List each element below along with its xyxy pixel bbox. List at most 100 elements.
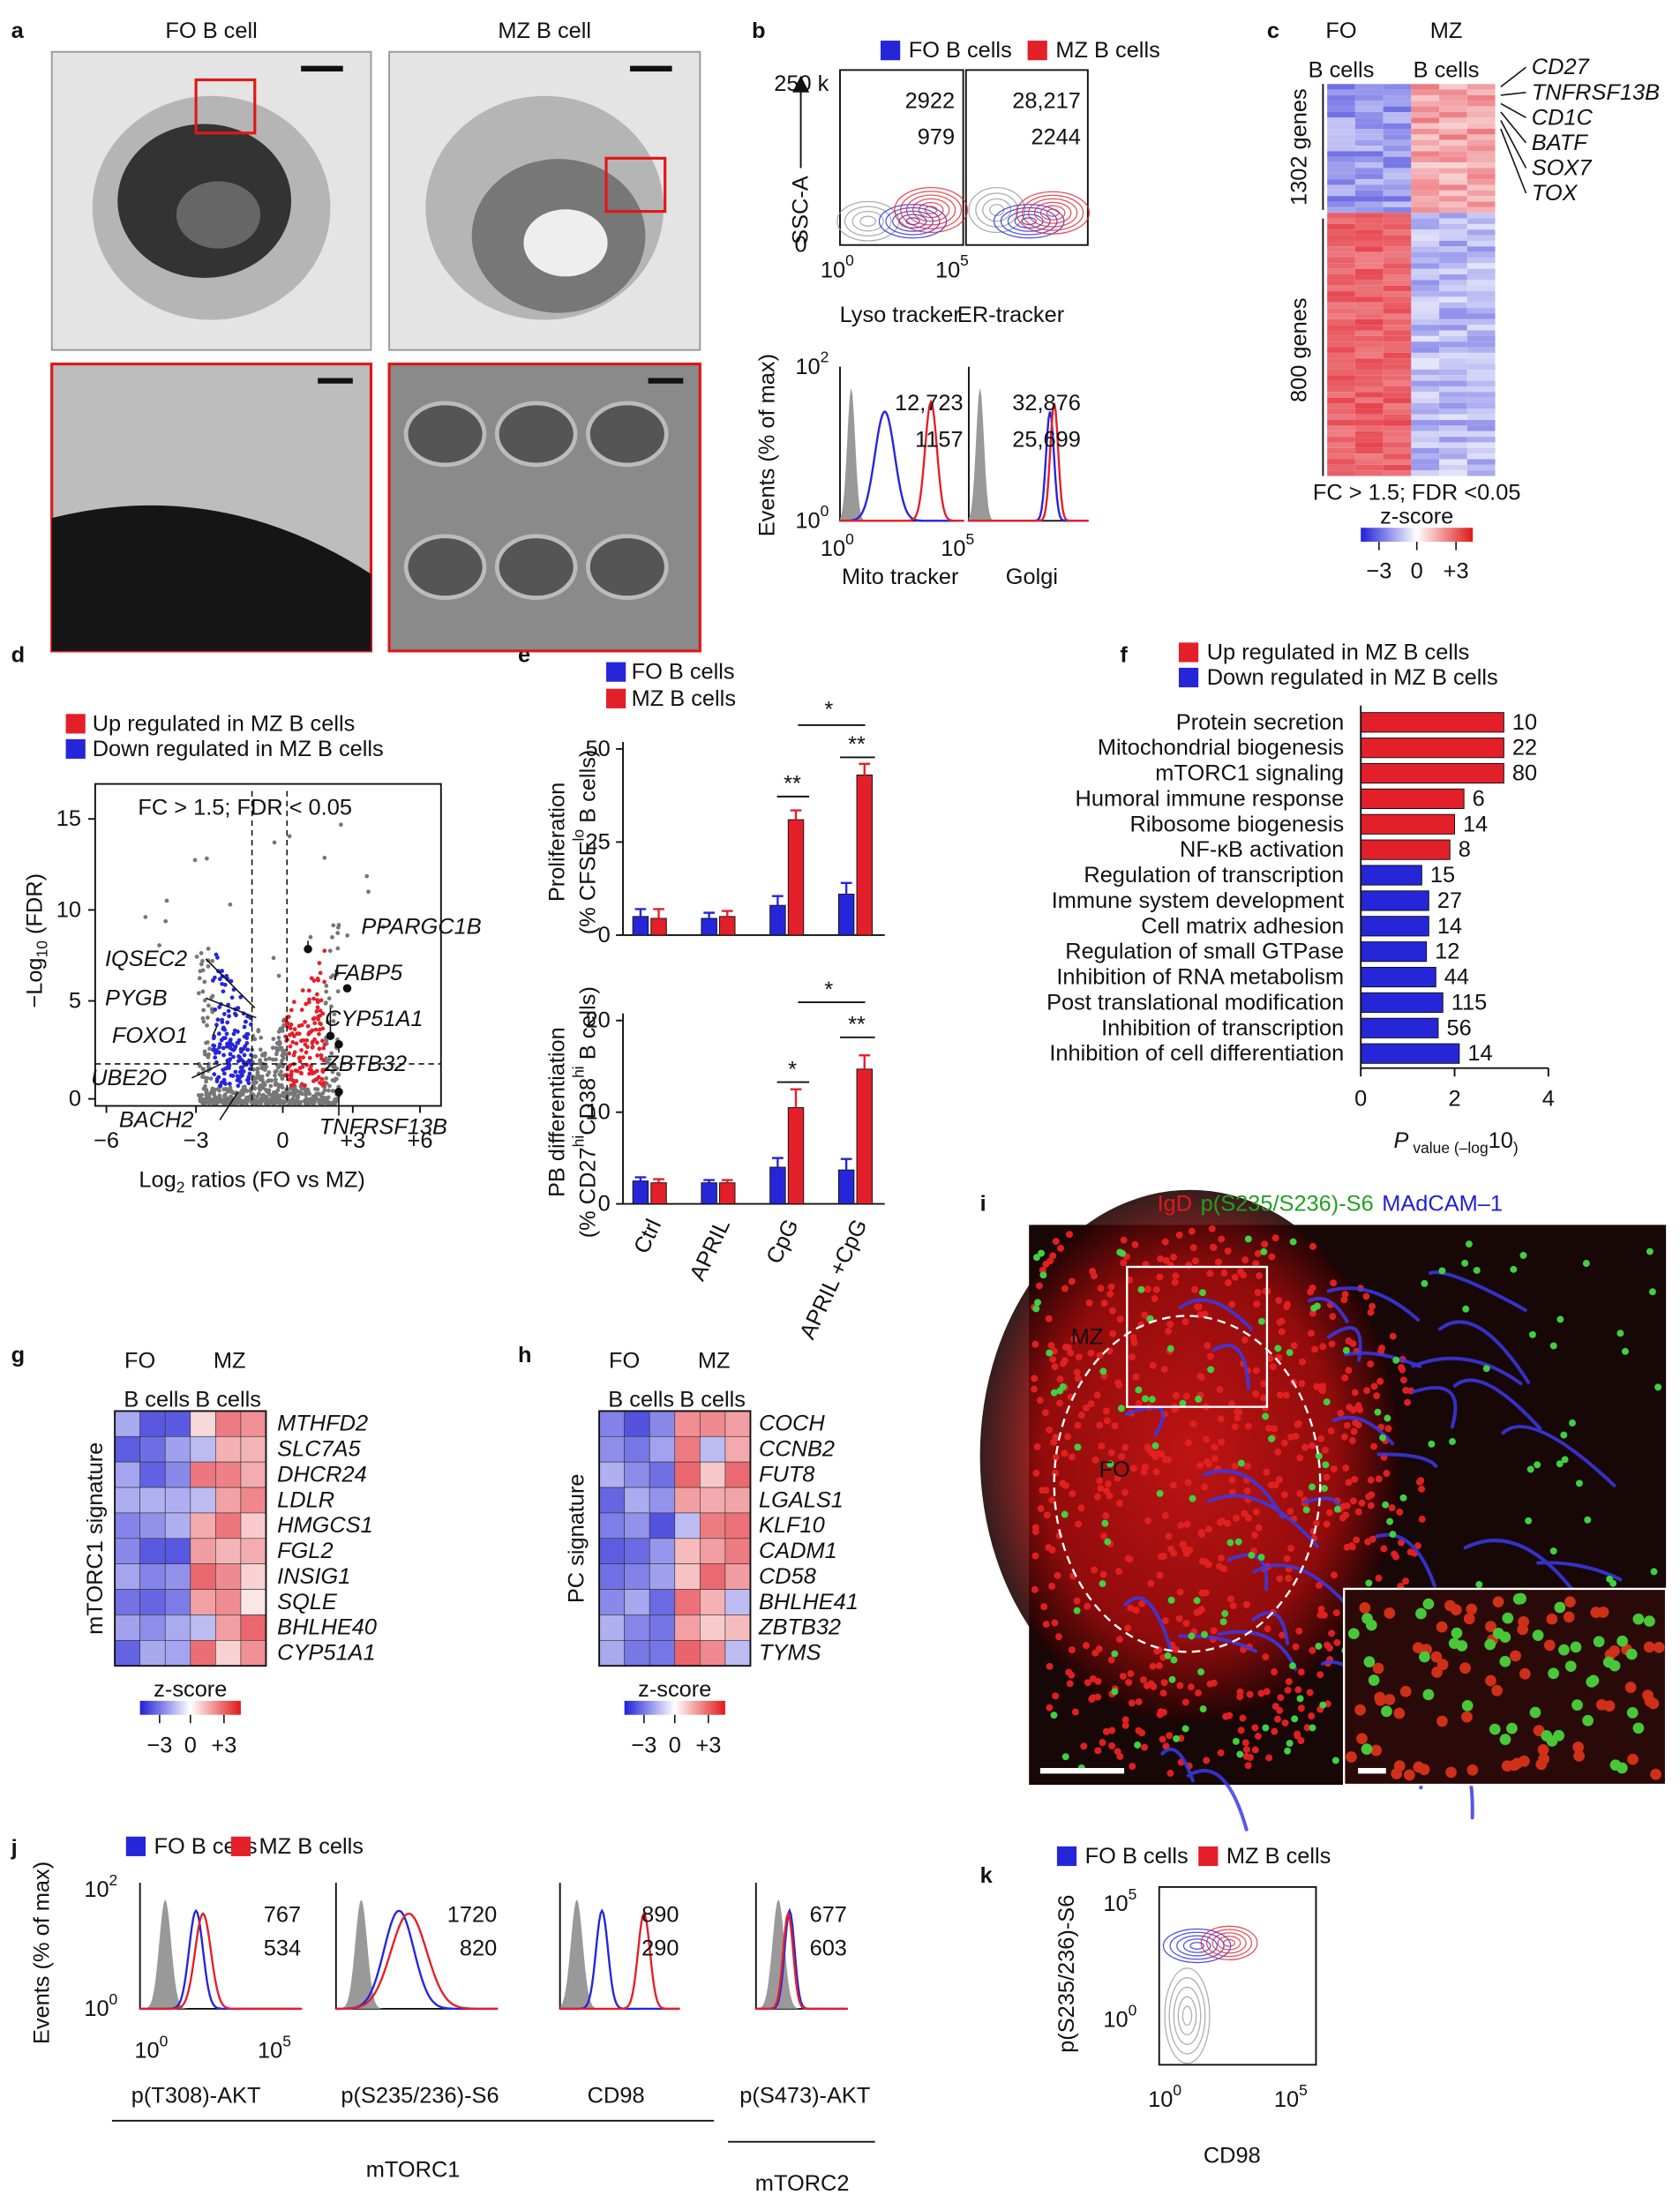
heatmap-cell bbox=[1411, 352, 1440, 359]
heatmap-cell bbox=[649, 1461, 676, 1488]
contour bbox=[1039, 205, 1066, 221]
label: 2922 bbox=[905, 88, 955, 113]
heatmap-cell bbox=[724, 1639, 751, 1667]
heatmap-cell bbox=[1354, 313, 1384, 319]
heatmap-cell bbox=[1354, 146, 1384, 152]
category-label: Regulation of small GTPase bbox=[1065, 940, 1344, 964]
heatmap-cell bbox=[1439, 162, 1467, 169]
heatmap-cell bbox=[1383, 318, 1412, 326]
heatmap-cell bbox=[1383, 123, 1412, 130]
category-label: Inhibition of RNA metabolism bbox=[1056, 965, 1344, 990]
heatmap-cell bbox=[1411, 274, 1440, 281]
panel-label: f bbox=[1120, 643, 1128, 668]
heatmap-cell bbox=[1439, 308, 1467, 314]
label: B cells bbox=[124, 1388, 190, 1412]
heatmap-cell bbox=[624, 1487, 650, 1514]
panel-label: a bbox=[11, 19, 25, 43]
heatmap-cell bbox=[700, 1411, 726, 1437]
heatmap-cell bbox=[1354, 151, 1384, 157]
legend-swatch bbox=[1198, 1846, 1219, 1867]
gene-count: 80 bbox=[1512, 761, 1537, 786]
heatmap-cell bbox=[1411, 308, 1440, 314]
heatmap-cell bbox=[1411, 123, 1440, 130]
label: SQLE bbox=[277, 1590, 338, 1614]
contour bbox=[1046, 208, 1060, 217]
label: 10 bbox=[56, 897, 81, 922]
heatmap-cell bbox=[114, 1487, 140, 1514]
heatmap-cell bbox=[1466, 84, 1496, 90]
bar bbox=[1360, 813, 1456, 835]
heatmap-cell bbox=[624, 1435, 650, 1463]
heatmap-cell bbox=[1327, 280, 1355, 286]
heatmap-cell bbox=[1383, 414, 1412, 421]
label: 105 bbox=[1274, 2081, 1308, 2112]
contour bbox=[905, 217, 920, 226]
text-part: 5 bbox=[282, 2032, 291, 2049]
heatmap-cell bbox=[1466, 101, 1496, 107]
heatmap-cell bbox=[1383, 240, 1412, 247]
text-part: 10 bbox=[821, 258, 845, 282]
heatmap-cell bbox=[624, 1563, 650, 1590]
heatmap-cell bbox=[1327, 459, 1355, 465]
text-part: ratios (FO vs MZ) bbox=[184, 1168, 364, 1193]
heatmap-cell bbox=[1466, 206, 1496, 214]
panel-label: d bbox=[11, 643, 26, 668]
heatmap-cell bbox=[1383, 179, 1412, 185]
heatmap-cell bbox=[1439, 168, 1467, 174]
heatmap-cell bbox=[1466, 352, 1496, 359]
heatmap-cell bbox=[1354, 408, 1384, 415]
category-label: Protein secretion bbox=[1176, 710, 1344, 735]
heatmap-cell bbox=[1383, 453, 1412, 460]
category-label: Immune system development bbox=[1052, 888, 1344, 913]
label: 100 bbox=[821, 251, 854, 282]
heatmap-cell bbox=[1411, 447, 1440, 454]
contour bbox=[1028, 198, 1078, 228]
text-part: hi bbox=[569, 1135, 587, 1148]
text-part: 10 bbox=[134, 2039, 159, 2064]
heatmap-cell bbox=[1411, 246, 1440, 252]
label: MZ bbox=[1430, 19, 1463, 43]
heatmap-cell bbox=[1439, 375, 1467, 381]
zoom-box bbox=[194, 78, 257, 135]
heatmap-cell bbox=[1466, 403, 1496, 409]
mitochondrion bbox=[403, 401, 487, 468]
heatmap-cell bbox=[1439, 425, 1467, 431]
text-part: 10 bbox=[1103, 2008, 1128, 2033]
heatmap-cell bbox=[1354, 302, 1384, 309]
heatmap-cell bbox=[649, 1639, 676, 1667]
panel-label: k bbox=[980, 1863, 994, 1888]
label: Log2 ratios (FO vs MZ) bbox=[139, 1168, 364, 1196]
heatmap-cell bbox=[1466, 156, 1496, 163]
label: LGALS1 bbox=[759, 1487, 844, 1512]
heatmap-cell bbox=[1466, 190, 1496, 197]
heatmap-cell bbox=[1466, 442, 1496, 448]
heatmap-cell bbox=[215, 1563, 242, 1590]
label: 105 bbox=[941, 530, 974, 561]
heatmap-cell bbox=[1383, 408, 1412, 415]
contour bbox=[1223, 1938, 1236, 1947]
heatmap-cell bbox=[1327, 369, 1355, 376]
heatmap-cell bbox=[1439, 330, 1467, 336]
heatmap-cell bbox=[1354, 325, 1384, 331]
heatmap-cell bbox=[1439, 325, 1467, 331]
gene-count: 115 bbox=[1451, 990, 1487, 1015]
heatmap-cell bbox=[1354, 358, 1384, 364]
heatmap-cell bbox=[1411, 375, 1440, 381]
heatmap-cell bbox=[1411, 151, 1440, 157]
zoom-box bbox=[1126, 1265, 1269, 1408]
heatmap-cell bbox=[724, 1563, 751, 1590]
heatmap-cell bbox=[1466, 369, 1496, 376]
contour bbox=[1168, 1977, 1206, 2055]
label: BACH2 bbox=[119, 1107, 194, 1132]
heatmap-cell bbox=[1354, 179, 1384, 185]
legend-label: MZ B cells bbox=[632, 686, 736, 711]
histogram bbox=[967, 402, 1090, 522]
heatmap-cell bbox=[1411, 442, 1440, 448]
heatmap-cell bbox=[1383, 196, 1412, 202]
label: MZ B cells bbox=[1055, 38, 1159, 63]
x-tick-label: 2 bbox=[1448, 1087, 1460, 1112]
label: CD98 bbox=[588, 2083, 645, 2108]
heatmap-cell bbox=[1466, 218, 1496, 224]
heatmap-cell bbox=[1411, 168, 1440, 174]
heatmap-cell bbox=[1439, 414, 1467, 421]
